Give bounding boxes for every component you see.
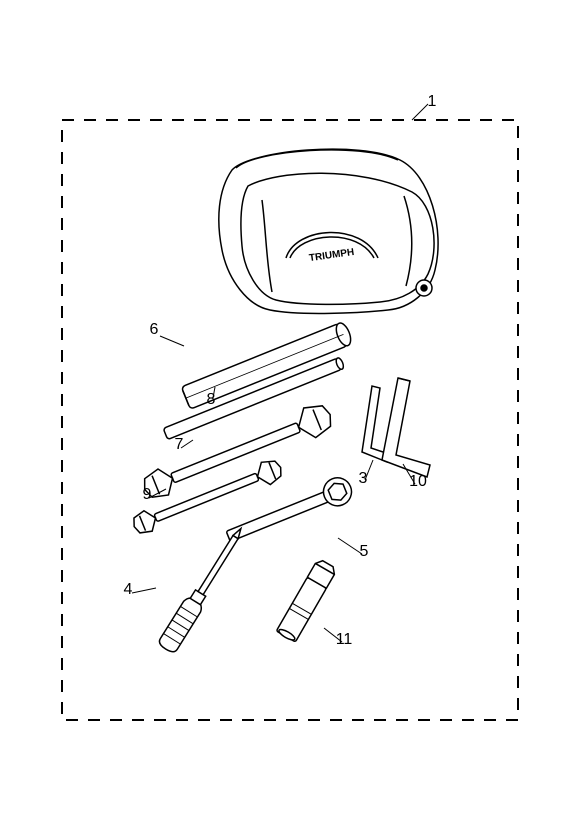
callout-number: 6	[150, 321, 159, 338]
spark-plug-socket	[276, 558, 338, 643]
callout-leader	[160, 336, 184, 346]
screwdriver	[157, 523, 249, 654]
callout-number: 1	[428, 93, 437, 110]
tool-kit-diagram: TRIUMPH	[0, 0, 583, 824]
callout-number: 11	[336, 631, 353, 648]
callout-number: 3	[359, 470, 368, 487]
callout-number: 4	[124, 581, 133, 598]
callout-number: 9	[143, 486, 152, 503]
callout-leader	[338, 538, 362, 554]
hex-key-large	[382, 378, 430, 477]
callout-number: 7	[175, 436, 184, 453]
callout-number: 8	[207, 391, 216, 408]
tool-pouch: TRIUMPH	[219, 149, 438, 313]
callout-leader	[412, 104, 428, 120]
callout-number: 10	[409, 473, 427, 490]
callout-number: 5	[360, 543, 369, 560]
callout-leader	[132, 588, 156, 593]
